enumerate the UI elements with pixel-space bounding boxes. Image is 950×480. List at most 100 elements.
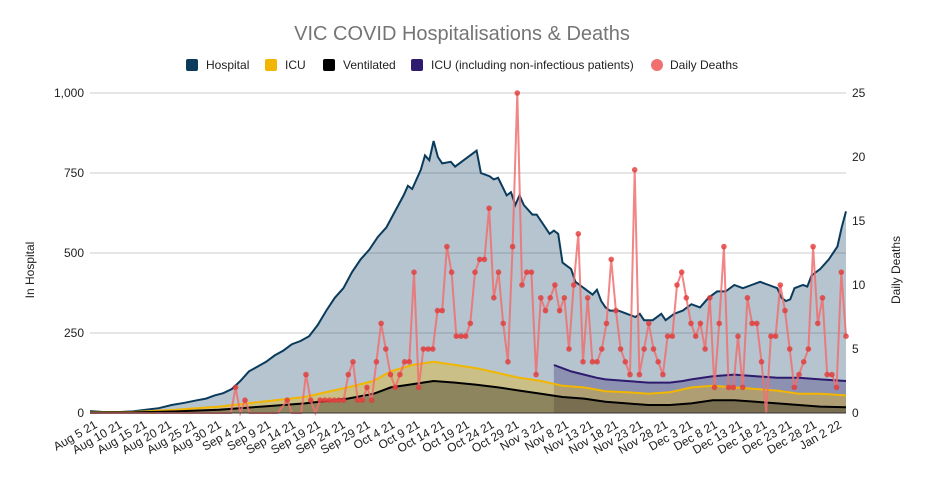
y-tick-right: 20 bbox=[852, 150, 866, 164]
death-point bbox=[730, 384, 737, 391]
death-point bbox=[514, 90, 521, 96]
death-point bbox=[340, 397, 347, 404]
death-point bbox=[556, 307, 563, 314]
death-point bbox=[368, 397, 375, 404]
hospital-area bbox=[90, 141, 846, 413]
ventilated-line bbox=[89, 379, 847, 414]
death-point bbox=[538, 295, 544, 301]
death-point bbox=[519, 282, 525, 288]
death-point bbox=[843, 333, 849, 340]
death-point bbox=[547, 295, 553, 301]
death-point bbox=[707, 295, 713, 301]
death-point bbox=[505, 359, 511, 365]
death-point bbox=[552, 282, 558, 288]
death-point bbox=[702, 346, 708, 352]
death-point bbox=[613, 307, 619, 314]
death-point bbox=[786, 346, 793, 352]
death-point bbox=[627, 371, 633, 378]
death-point bbox=[336, 397, 342, 404]
death-point bbox=[430, 346, 436, 352]
death-point bbox=[758, 359, 765, 365]
death-point bbox=[420, 346, 427, 352]
death-point bbox=[284, 397, 291, 404]
y-tick-left: 500 bbox=[64, 246, 84, 260]
y-tick-left: 1,000 bbox=[54, 86, 84, 100]
death-point bbox=[476, 256, 483, 263]
y-tick-right: 10 bbox=[852, 278, 866, 292]
death-point bbox=[411, 269, 417, 276]
death-point bbox=[354, 397, 361, 404]
death-point bbox=[796, 371, 802, 378]
legend-marker-3 bbox=[411, 59, 423, 71]
y-axis-right-label: Daily Deaths bbox=[889, 236, 903, 304]
death-point bbox=[772, 333, 779, 340]
death-point bbox=[383, 346, 389, 352]
death-point bbox=[622, 359, 629, 365]
death-point bbox=[378, 320, 384, 327]
death-point bbox=[646, 320, 652, 327]
death-point bbox=[838, 269, 845, 276]
death-point bbox=[359, 397, 366, 404]
death-point bbox=[495, 269, 502, 276]
death-point bbox=[331, 397, 338, 404]
death-point bbox=[491, 295, 497, 301]
y-tick-left: 250 bbox=[64, 326, 84, 340]
death-point bbox=[744, 295, 751, 301]
death-point bbox=[401, 359, 408, 365]
death-point bbox=[655, 359, 661, 365]
death-point bbox=[754, 320, 760, 327]
death-point bbox=[486, 205, 492, 211]
legend-marker-1 bbox=[265, 59, 277, 71]
death-point bbox=[387, 371, 394, 378]
death-point bbox=[575, 231, 582, 237]
death-point bbox=[594, 359, 600, 365]
death-point bbox=[683, 295, 690, 301]
death-point bbox=[462, 333, 469, 340]
death-point bbox=[636, 371, 643, 378]
legend-label-1: ICU bbox=[285, 58, 306, 72]
y-axis-left-label: In Hospital bbox=[23, 242, 37, 299]
death-point bbox=[584, 295, 591, 301]
death-point bbox=[364, 384, 370, 391]
death-point bbox=[599, 346, 605, 352]
icu-incl-line bbox=[553, 364, 847, 384]
legend: Hospital ICU Ventilated ICU (including non-… bbox=[186, 58, 738, 72]
legend-marker-0 bbox=[186, 59, 198, 71]
death-point bbox=[692, 333, 699, 340]
death-point bbox=[566, 346, 572, 352]
death-point bbox=[697, 320, 704, 327]
death-point bbox=[448, 269, 455, 276]
death-point bbox=[824, 371, 830, 378]
death-point bbox=[392, 384, 399, 391]
death-point bbox=[458, 333, 464, 340]
death-point bbox=[434, 307, 441, 314]
deaths-line bbox=[90, 92, 847, 417]
death-point bbox=[603, 320, 610, 327]
death-point bbox=[833, 384, 840, 391]
death-point bbox=[810, 243, 816, 250]
death-point bbox=[561, 295, 568, 301]
legend-marker-2 bbox=[323, 59, 335, 71]
death-point bbox=[509, 243, 516, 250]
death-point bbox=[660, 371, 666, 378]
y-tick-right: 25 bbox=[852, 86, 866, 100]
death-point bbox=[373, 359, 380, 365]
death-point bbox=[716, 320, 722, 327]
death-point bbox=[800, 359, 807, 365]
death-point bbox=[500, 320, 507, 327]
death-point bbox=[777, 282, 784, 288]
death-point bbox=[669, 333, 676, 340]
icu-line bbox=[89, 360, 847, 414]
death-point bbox=[533, 371, 539, 378]
series-areas bbox=[90, 141, 846, 413]
deaths-series bbox=[90, 90, 849, 417]
legend-marker-4 bbox=[651, 59, 663, 71]
death-point bbox=[425, 346, 431, 352]
death-point bbox=[739, 384, 746, 391]
death-point bbox=[631, 167, 638, 173]
legend-label-0: Hospital bbox=[206, 58, 249, 72]
death-point bbox=[805, 346, 812, 352]
death-point bbox=[242, 397, 248, 404]
death-point bbox=[674, 282, 680, 288]
